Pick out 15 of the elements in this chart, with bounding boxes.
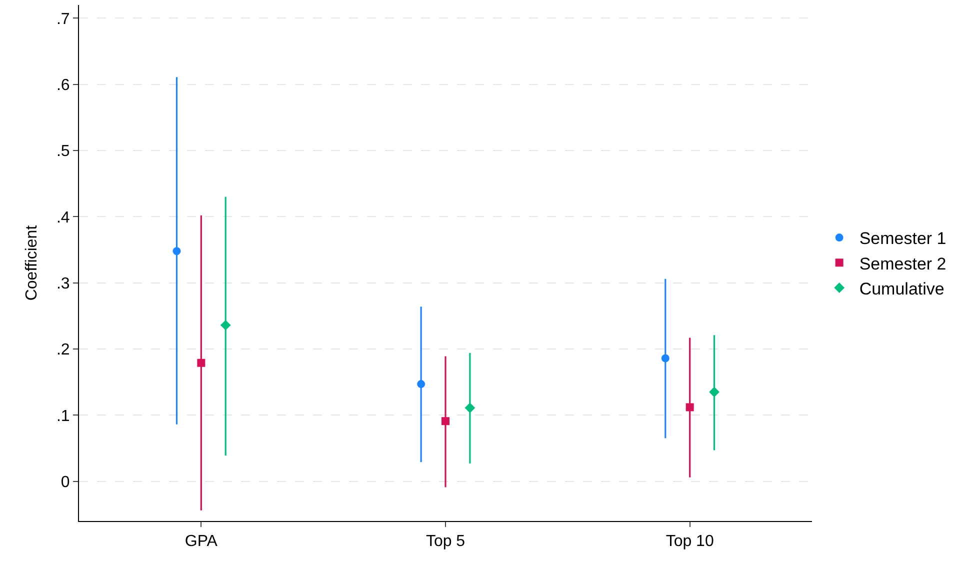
y-tick-label: 0 xyxy=(60,474,70,491)
y-tick-label: .4 xyxy=(56,209,70,226)
legend-label: Semester 2 xyxy=(859,254,946,274)
x-tick-label: Top 5 xyxy=(426,533,466,550)
y-tick-label: .7 xyxy=(56,10,70,28)
legend-label: Semester 1 xyxy=(859,229,946,248)
y-tick-label: .2 xyxy=(56,342,70,359)
legend-label: Cumulative xyxy=(859,279,944,298)
y-axis-title: Coefficient xyxy=(23,224,40,301)
y-tick-label: .6 xyxy=(56,76,70,94)
x-tick-label: Top 10 xyxy=(666,533,714,550)
x-tick-label: GPA xyxy=(184,533,218,550)
y-tick-label: .1 xyxy=(56,408,70,425)
y-tick-label: .5 xyxy=(56,143,70,160)
y-tick-label: .3 xyxy=(56,275,70,292)
